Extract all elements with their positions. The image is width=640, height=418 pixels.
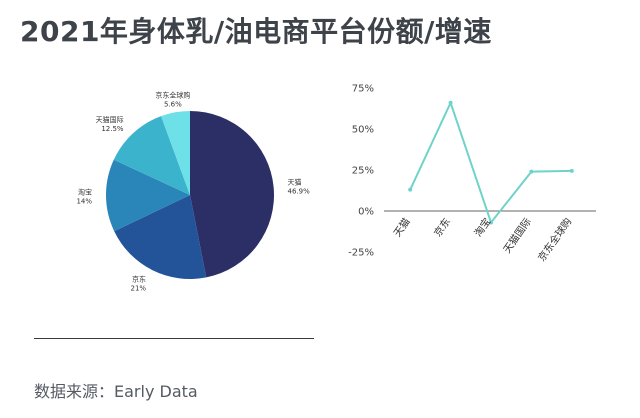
x-tick-label: 京东 [431, 215, 453, 239]
data-point [489, 220, 493, 225]
pie-slice [114, 195, 207, 279]
pie-slice-value: 14% [76, 198, 92, 206]
data-point [448, 100, 453, 105]
pie-slice-label: 淘宝 [78, 188, 92, 197]
pie-slice-label: 京东 [132, 275, 146, 284]
x-tick-label: 天猫国际 [500, 215, 534, 255]
y-tick-label: 25% [352, 166, 374, 177]
pie-slice-value: 46.9% [288, 187, 311, 195]
pie-slice [161, 111, 190, 195]
y-tick-label: 75% [352, 84, 374, 95]
pie-slice-label: 京东全球购 [155, 91, 190, 100]
source-note: 数据来源：Early Data [34, 382, 198, 401]
x-tick-label: 京东全球购 [535, 215, 574, 263]
pie-slice [105, 159, 190, 232]
y-tick-label: 0% [358, 207, 374, 218]
data-point [408, 187, 413, 192]
pie-slice-value: 21% [130, 285, 146, 293]
pie-slice [113, 116, 190, 195]
pie-slice-label: 天猫 [288, 177, 302, 186]
x-tick-label: 天猫 [391, 215, 413, 239]
series-line [409, 101, 572, 224]
pie-slice [190, 111, 274, 278]
divider [34, 338, 314, 339]
chart-title: 2021年身体乳/油电商平台份额/增速 [20, 15, 492, 48]
y-tick-label: -25% [348, 248, 374, 259]
y-tick-label: 50% [352, 125, 374, 136]
pie-slice-label: 天猫国际 [96, 115, 124, 124]
data-point [569, 168, 574, 173]
data-point [529, 169, 534, 174]
pie-slice-value: 12.5% [101, 125, 124, 133]
pie-slice-value: 5.6% [164, 101, 182, 109]
line-chart: 75%50%25%0%-25%天猫 京东 淘宝 天猫国际 京东全球购 [348, 84, 596, 264]
